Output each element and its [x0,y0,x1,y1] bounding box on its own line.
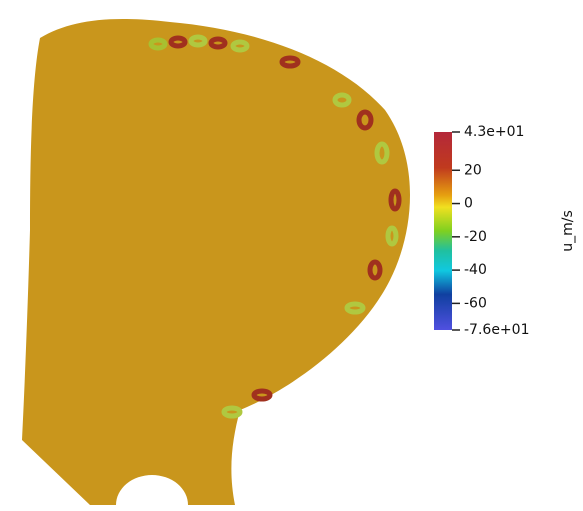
field-features [148,34,402,419]
tick-label: -60 [464,295,487,311]
tick-label: -7.6e+01 [464,322,529,338]
tick-label: 0 [464,196,473,212]
tick-label: 20 [464,162,482,178]
field-plot [22,18,410,505]
domain-shape [22,18,410,505]
tick-label: -20 [464,229,487,245]
tick-label: 4.3e+01 [464,124,524,140]
tick-label: -40 [464,262,487,278]
color-bar [434,132,452,330]
color-bar-title: u_m/s [560,210,576,252]
